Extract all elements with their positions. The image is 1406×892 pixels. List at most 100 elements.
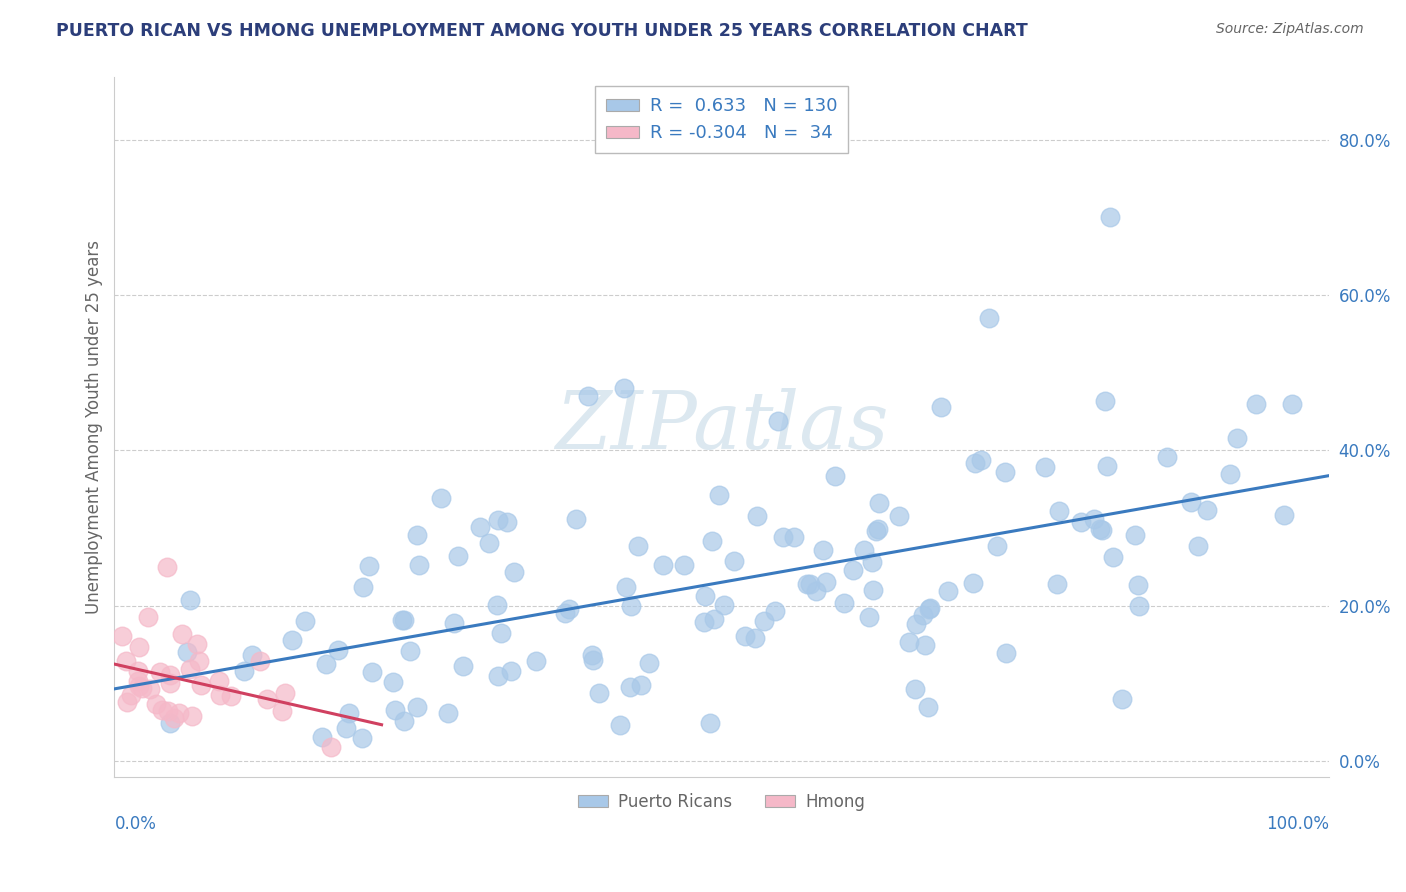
Point <box>1195 502 1218 516</box>
Point <box>627 540 650 554</box>
Point <box>361 665 384 679</box>
Point <box>558 602 581 616</box>
Point <box>796 577 818 591</box>
Point <box>127 673 149 688</box>
Point <box>359 559 381 574</box>
Point <box>321 739 343 754</box>
Point <box>335 721 357 735</box>
Point <box>169 706 191 721</box>
Point <box>240 648 263 662</box>
Point <box>914 638 936 652</box>
Point <box>352 580 374 594</box>
Point <box>443 615 465 630</box>
Point <box>1128 577 1150 591</box>
Point <box>986 539 1008 553</box>
Point <box>219 689 242 703</box>
Point <box>866 522 889 536</box>
Point <box>172 626 194 640</box>
Point <box>391 614 413 628</box>
Point <box>127 665 149 679</box>
Point <box>652 558 675 572</box>
Point <box>936 584 959 599</box>
Point <box>159 716 181 731</box>
Point <box>1094 394 1116 409</box>
Point <box>554 606 576 620</box>
Point <box>478 536 501 550</box>
Point <box>911 608 934 623</box>
Point <box>120 688 142 702</box>
Point <box>1047 504 1070 518</box>
Point <box>576 389 599 403</box>
Point <box>588 686 610 700</box>
Point <box>1102 550 1125 565</box>
Point <box>186 637 208 651</box>
Point <box>294 615 316 629</box>
Point <box>145 697 167 711</box>
Point <box>1111 692 1133 706</box>
Point <box>765 604 787 618</box>
Point <box>392 714 415 728</box>
Point <box>693 589 716 603</box>
Point <box>350 731 373 745</box>
Point <box>582 653 605 667</box>
Point <box>813 542 835 557</box>
Point <box>832 596 855 610</box>
Point <box>707 488 730 502</box>
Point <box>271 704 294 718</box>
Point <box>281 633 304 648</box>
Point <box>1070 515 1092 529</box>
Point <box>406 527 429 541</box>
Point <box>256 692 278 706</box>
Point <box>485 598 508 612</box>
Point <box>128 679 150 693</box>
Point <box>392 613 415 627</box>
Point <box>693 615 716 629</box>
Point <box>489 625 512 640</box>
Point <box>311 731 333 745</box>
Point <box>188 654 211 668</box>
Point <box>858 610 880 624</box>
Point <box>451 659 474 673</box>
Point <box>963 456 986 470</box>
Point <box>408 558 430 572</box>
Point <box>148 665 170 679</box>
Point <box>723 554 745 568</box>
Point <box>156 705 179 719</box>
Point <box>814 575 837 590</box>
Point <box>1180 495 1202 509</box>
Point <box>772 530 794 544</box>
Point <box>920 601 942 615</box>
Text: 100.0%: 100.0% <box>1265 815 1329 833</box>
Point <box>176 645 198 659</box>
Point <box>486 513 509 527</box>
Point <box>860 555 883 569</box>
Point <box>1281 397 1303 411</box>
Point <box>429 491 451 505</box>
Point <box>115 695 138 709</box>
Point <box>609 718 631 732</box>
Point <box>904 616 927 631</box>
Point <box>865 524 887 538</box>
Point <box>1083 512 1105 526</box>
Point <box>136 609 159 624</box>
Point <box>249 654 271 668</box>
Point <box>929 401 952 415</box>
Point <box>904 681 927 696</box>
Point <box>630 678 652 692</box>
Point <box>852 542 875 557</box>
Point <box>970 453 993 467</box>
Point <box>804 584 827 599</box>
Point <box>1090 522 1112 536</box>
Point <box>841 563 863 577</box>
Point <box>1097 458 1119 473</box>
Point <box>1091 523 1114 537</box>
Point <box>179 662 201 676</box>
Legend: Puerto Ricans, Hmong: Puerto Ricans, Hmong <box>571 786 872 817</box>
Point <box>581 648 603 662</box>
Point <box>326 643 349 657</box>
Point <box>163 711 186 725</box>
Point <box>1187 539 1209 553</box>
Text: PUERTO RICAN VS HMONG UNEMPLOYMENT AMONG YOUTH UNDER 25 YEARS CORRELATION CHART: PUERTO RICAN VS HMONG UNEMPLOYMENT AMONG… <box>56 22 1028 40</box>
Point <box>139 681 162 696</box>
Point <box>181 709 204 723</box>
